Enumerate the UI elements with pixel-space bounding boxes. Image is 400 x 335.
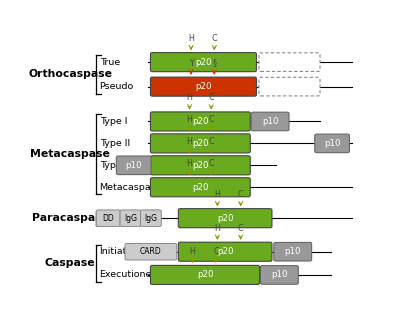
Text: H: H bbox=[186, 115, 192, 124]
Text: §: § bbox=[212, 59, 216, 68]
Text: C: C bbox=[213, 247, 219, 256]
Text: True: True bbox=[100, 58, 120, 67]
Text: H: H bbox=[214, 190, 220, 199]
FancyBboxPatch shape bbox=[140, 210, 161, 226]
FancyBboxPatch shape bbox=[120, 210, 141, 226]
Text: p20: p20 bbox=[217, 247, 233, 256]
Text: Metacaspase: Metacaspase bbox=[30, 149, 110, 159]
Text: CARD: CARD bbox=[140, 247, 162, 256]
Text: C: C bbox=[238, 190, 244, 199]
FancyBboxPatch shape bbox=[150, 53, 256, 72]
FancyBboxPatch shape bbox=[260, 266, 298, 284]
Text: C: C bbox=[208, 115, 214, 124]
Text: p10: p10 bbox=[284, 247, 301, 256]
FancyBboxPatch shape bbox=[150, 178, 250, 197]
Text: p10: p10 bbox=[324, 139, 340, 148]
Text: Type III: Type III bbox=[100, 161, 133, 170]
Text: H: H bbox=[214, 224, 220, 232]
Text: p20: p20 bbox=[192, 139, 209, 148]
Text: C: C bbox=[212, 34, 217, 43]
FancyBboxPatch shape bbox=[315, 134, 350, 153]
Text: C: C bbox=[238, 224, 244, 232]
Text: p10: p10 bbox=[126, 161, 142, 170]
FancyBboxPatch shape bbox=[259, 77, 320, 96]
FancyBboxPatch shape bbox=[178, 209, 272, 228]
Text: Orthocaspase: Orthocaspase bbox=[28, 69, 112, 79]
Text: C: C bbox=[208, 137, 214, 146]
Text: Metacaspase-like: Metacaspase-like bbox=[100, 183, 182, 192]
Text: IgG: IgG bbox=[124, 214, 137, 223]
Text: p20: p20 bbox=[192, 161, 209, 170]
Text: p20: p20 bbox=[192, 117, 209, 126]
FancyBboxPatch shape bbox=[96, 210, 120, 226]
Text: p20: p20 bbox=[192, 183, 209, 192]
FancyBboxPatch shape bbox=[150, 156, 250, 175]
Text: p10: p10 bbox=[262, 117, 278, 126]
FancyBboxPatch shape bbox=[150, 77, 256, 96]
Text: Type II: Type II bbox=[100, 139, 130, 148]
Text: H: H bbox=[186, 137, 192, 146]
Text: Caspase: Caspase bbox=[45, 258, 96, 268]
FancyBboxPatch shape bbox=[150, 134, 250, 153]
FancyBboxPatch shape bbox=[116, 156, 151, 175]
FancyBboxPatch shape bbox=[125, 244, 177, 260]
Text: Executioner: Executioner bbox=[100, 270, 156, 279]
Text: Y: Y bbox=[189, 59, 194, 68]
FancyBboxPatch shape bbox=[259, 53, 320, 71]
Text: Paracaspase: Paracaspase bbox=[32, 213, 109, 223]
Text: IgG: IgG bbox=[144, 214, 158, 223]
FancyBboxPatch shape bbox=[251, 112, 289, 131]
Text: p10: p10 bbox=[271, 270, 288, 279]
Text: H: H bbox=[190, 247, 196, 256]
FancyBboxPatch shape bbox=[274, 243, 312, 261]
Text: H: H bbox=[186, 159, 192, 168]
Text: C: C bbox=[208, 159, 214, 168]
Text: Type I: Type I bbox=[100, 117, 127, 126]
Text: H: H bbox=[186, 93, 192, 103]
FancyBboxPatch shape bbox=[150, 112, 250, 131]
FancyBboxPatch shape bbox=[150, 265, 260, 284]
Text: Pseudo: Pseudo bbox=[100, 82, 134, 91]
Text: Initiator: Initiator bbox=[100, 247, 137, 256]
Text: p20: p20 bbox=[195, 82, 212, 91]
Text: DD: DD bbox=[102, 214, 114, 223]
Text: p20: p20 bbox=[217, 214, 233, 223]
FancyBboxPatch shape bbox=[178, 242, 272, 261]
Text: p20: p20 bbox=[195, 58, 212, 67]
Text: H: H bbox=[188, 34, 194, 43]
Text: C: C bbox=[208, 93, 214, 103]
Text: p20: p20 bbox=[197, 270, 213, 279]
